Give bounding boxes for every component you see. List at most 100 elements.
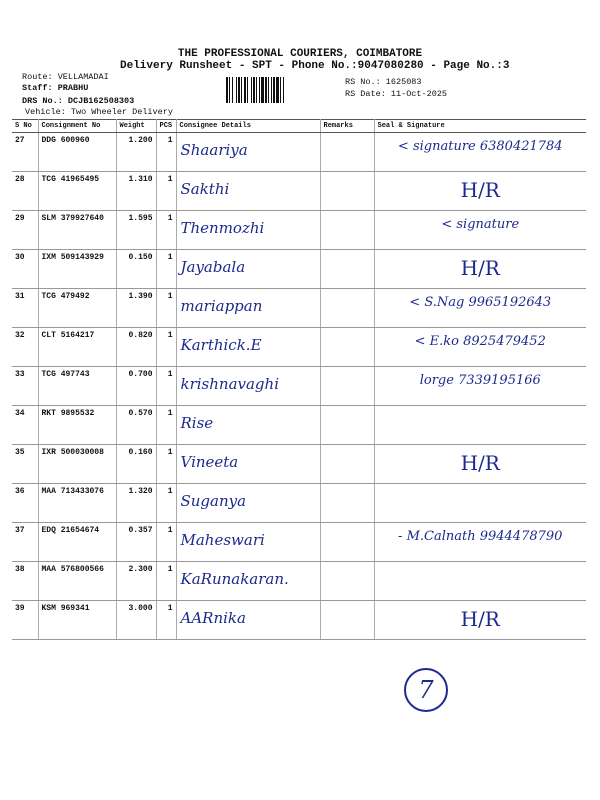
remarks-cell	[320, 366, 375, 406]
barcode-bar	[256, 77, 257, 103]
pcs-cell: 1	[156, 210, 177, 250]
seal-cell: H/R	[374, 249, 586, 289]
runsheet-subtitle: Delivery Runsheet - SPT - Phone No.:9047…	[120, 60, 510, 72]
signature-handwritten: < signature 6380421784	[397, 139, 563, 154]
sno-cell: 30	[12, 249, 39, 289]
sno-cell: 28	[12, 171, 39, 211]
seal-cell	[374, 483, 586, 523]
weight-cell: 1.310	[116, 171, 157, 211]
barcode-bar	[284, 77, 285, 103]
barcode-bar	[271, 77, 272, 103]
pcs-cell: 1	[156, 249, 177, 289]
table-row: 35 IXR 500030008 0.160 1 Vineeta H/R	[12, 444, 586, 484]
signature-handwritten: < S.Nag 9965192643	[409, 295, 552, 310]
consignment-cell: RKT 9895532	[38, 405, 117, 445]
pcs-cell: 1	[156, 366, 177, 406]
barcode-bar	[268, 77, 269, 103]
consignment-cell: KSM 969341	[38, 600, 117, 640]
sno-cell: 35	[12, 444, 39, 484]
table-row: 34 RKT 9895532 0.570 1 Rise	[12, 405, 586, 445]
remarks-cell	[320, 249, 375, 289]
barcode-bar	[236, 77, 237, 103]
barcode-bar	[244, 77, 246, 103]
pcs-cell: 1	[156, 171, 177, 211]
consignee-cell: Shaariya	[176, 132, 321, 172]
weight-cell: 1.595	[116, 210, 157, 250]
barcode-bar	[279, 77, 280, 103]
consignment-cell: MAA 713433076	[38, 483, 117, 523]
signature-handwritten: H/R	[460, 178, 500, 202]
barcode-bar	[247, 77, 248, 103]
consignee-cell: krishnavaghi	[176, 366, 321, 406]
seal-cell	[374, 561, 586, 601]
weight-cell: 1.390	[116, 288, 157, 328]
consignee-handwritten: Maheswari	[180, 531, 265, 549]
consignee-cell: mariappan	[176, 288, 321, 328]
barcode-bar	[255, 77, 256, 103]
signature-handwritten: H/R	[460, 451, 500, 475]
barcode-bar	[276, 77, 279, 103]
barcode-bar	[226, 77, 228, 103]
table-row: 28 TCG 41965495 1.310 1 Sakthi H/R	[12, 171, 586, 211]
seal-cell: - M.Calnath 9944478790	[374, 522, 586, 562]
remarks-cell	[320, 132, 375, 172]
seal-cell	[374, 405, 586, 445]
signature-handwritten: H/R	[460, 607, 500, 631]
weight-cell: 1.200	[116, 132, 157, 172]
barcode-bar	[257, 77, 259, 103]
consignment-cell: IXR 500030008	[38, 444, 117, 484]
pcs-cell: 1	[156, 561, 177, 601]
barcode-bar	[261, 77, 264, 103]
consignment-cell: CLT 5164217	[38, 327, 117, 367]
sno-cell: 31	[12, 288, 39, 328]
drs-number: DRS No.: DCJB162508303	[22, 96, 135, 106]
table-row: 33 TCG 497743 0.700 1 krishnavaghi lorge 7339…	[12, 366, 586, 406]
consignee-handwritten: Sakthi	[180, 180, 230, 198]
consignee-handwritten: Jayabala	[180, 258, 246, 276]
seal-cell: lorge 7339195166	[374, 366, 586, 406]
barcode-bar	[232, 77, 233, 103]
consignee-handwritten: Suganya	[180, 492, 247, 510]
consignee-handwritten: KaRunakaran.	[180, 570, 289, 588]
staff: Staff: PRABHU	[22, 83, 89, 93]
consignment-cell: TCG 497743	[38, 366, 117, 406]
barcode-bar	[264, 77, 265, 103]
barcode-bar	[251, 77, 252, 103]
sno-cell: 29	[12, 210, 39, 250]
route: Route: VELLAMADAI	[22, 72, 109, 82]
barcode-bar	[228, 77, 229, 103]
seal-cell: H/R	[374, 171, 586, 211]
header-pcs: PCS	[156, 119, 177, 133]
remarks-cell	[320, 600, 375, 640]
pcs-cell: 1	[156, 132, 177, 172]
pcs-cell: 1	[156, 522, 177, 562]
remarks-cell	[320, 444, 375, 484]
barcode-bar	[283, 77, 284, 103]
rs-date: RS Date: 11-Oct-2025	[345, 89, 448, 99]
header-weight: Weight	[116, 119, 157, 133]
remarks-cell	[320, 171, 375, 211]
barcode-bar	[272, 77, 273, 103]
consignee-cell: Karthick.E	[176, 327, 321, 367]
barcode-bar	[273, 77, 275, 103]
consignee-handwritten: Rise	[180, 414, 214, 432]
table-row: 32 CLT 5164217 0.820 1 Karthick.E < E.ko 8925…	[12, 327, 586, 367]
signature-handwritten: H/R	[460, 256, 500, 280]
rs-number: RS No.: 1625083	[345, 77, 422, 87]
consignee-cell: Jayabala	[176, 249, 321, 289]
consignee-cell: Maheswari	[176, 522, 321, 562]
sno-cell: 37	[12, 522, 39, 562]
consignee-cell: KaRunakaran.	[176, 561, 321, 601]
barcode-bar	[252, 77, 253, 103]
company-title: THE PROFESSIONAL COURIERS, COIMBATORE	[177, 48, 423, 60]
weight-cell: 0.570	[116, 405, 157, 445]
remarks-cell	[320, 210, 375, 250]
remarks-cell	[320, 522, 375, 562]
consignee-handwritten: krishnavaghi	[180, 375, 280, 393]
weight-cell: 2.300	[116, 561, 157, 601]
sno-cell: 36	[12, 483, 39, 523]
table-row: 29 SLM 379927640 1.595 1 Thenmozhi < signatur…	[12, 210, 586, 250]
page-mark: 7	[404, 668, 448, 712]
seal-cell: < S.Nag 9965192643	[374, 288, 586, 328]
barcode-bar	[248, 77, 251, 103]
